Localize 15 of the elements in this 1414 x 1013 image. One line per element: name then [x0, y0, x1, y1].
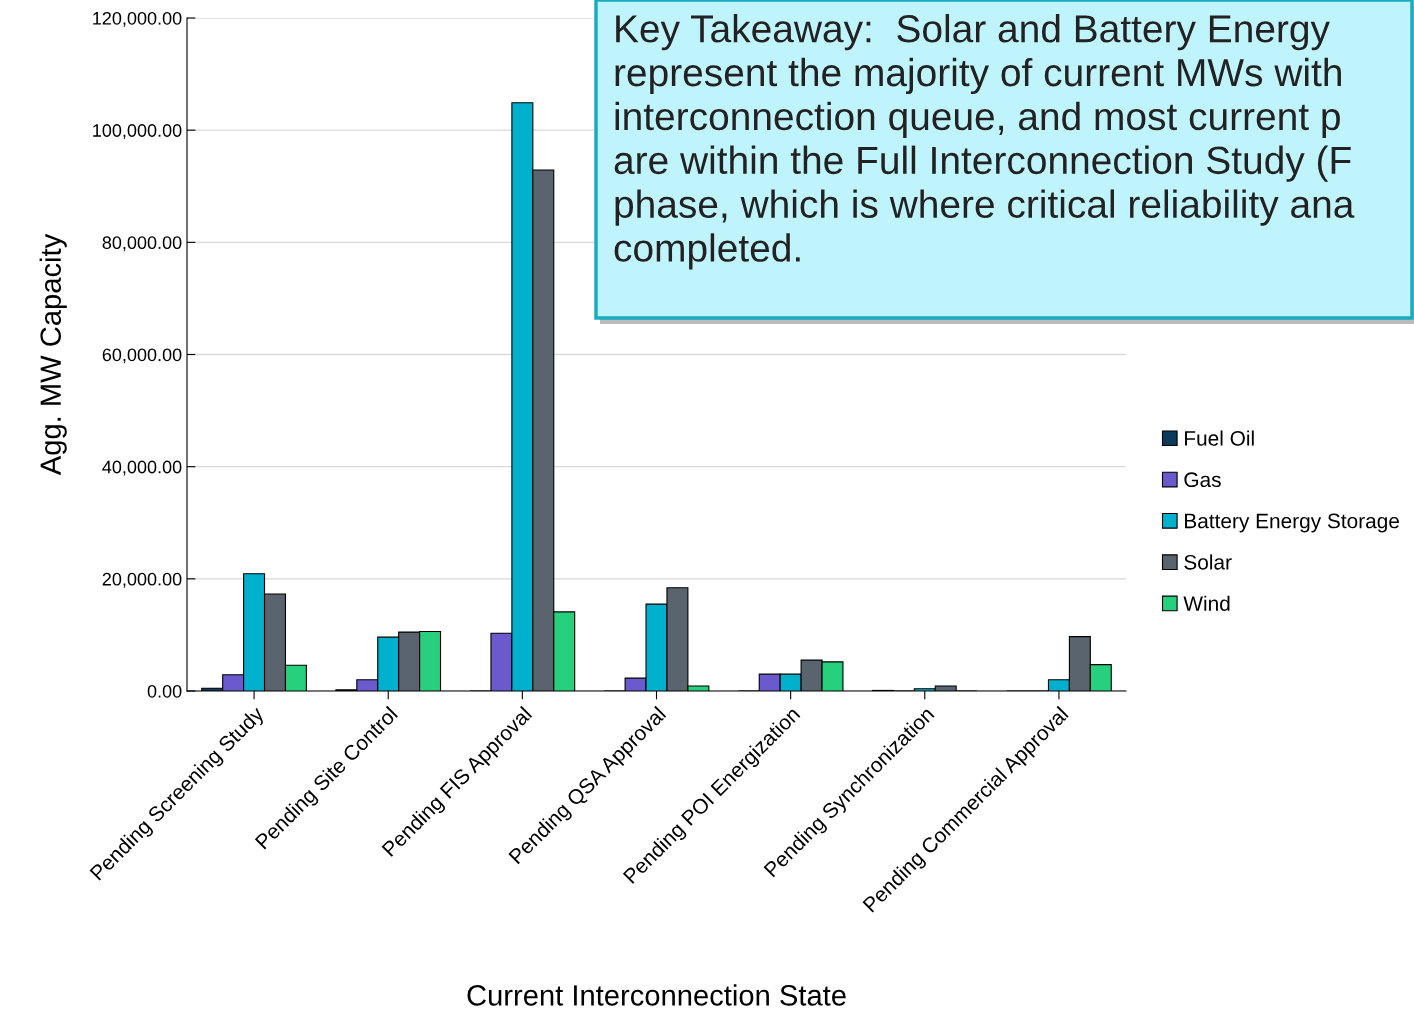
- y-tick-label: 100,000.00: [93, 124, 182, 140]
- legend-label: Gas: [1184, 472, 1221, 488]
- legend-label: Battery Energy Storage: [1185, 513, 1399, 533]
- y-tick-label: 40,000.00: [102, 460, 182, 476]
- annotation: Key Takeaway: Solar and Battery Energy represent the majority of current MWs with interconnection queue, and most current p are within the Full Interconnection Study (F phase, which is where critical reliability ana completed.: [614, 14, 1355, 270]
- y-axis-title: Agg. MW Capacity: [39, 233, 67, 476]
- y-tick-label: 120,000.00: [93, 11, 182, 27]
- legend-label: Solar: [1184, 554, 1232, 570]
- legend-label: Fuel Oil: [1185, 430, 1254, 446]
- x-axis-title: Current Interconnection State: [467, 984, 846, 1006]
- y-tick-label: 0.00: [147, 684, 182, 698]
- y-tick-label: 20,000.00: [102, 572, 182, 588]
- legend-label: Wind: [1183, 595, 1230, 611]
- y-tick-label: 60,000.00: [102, 348, 182, 364]
- y-tick-label: 80,000.00: [102, 236, 182, 252]
